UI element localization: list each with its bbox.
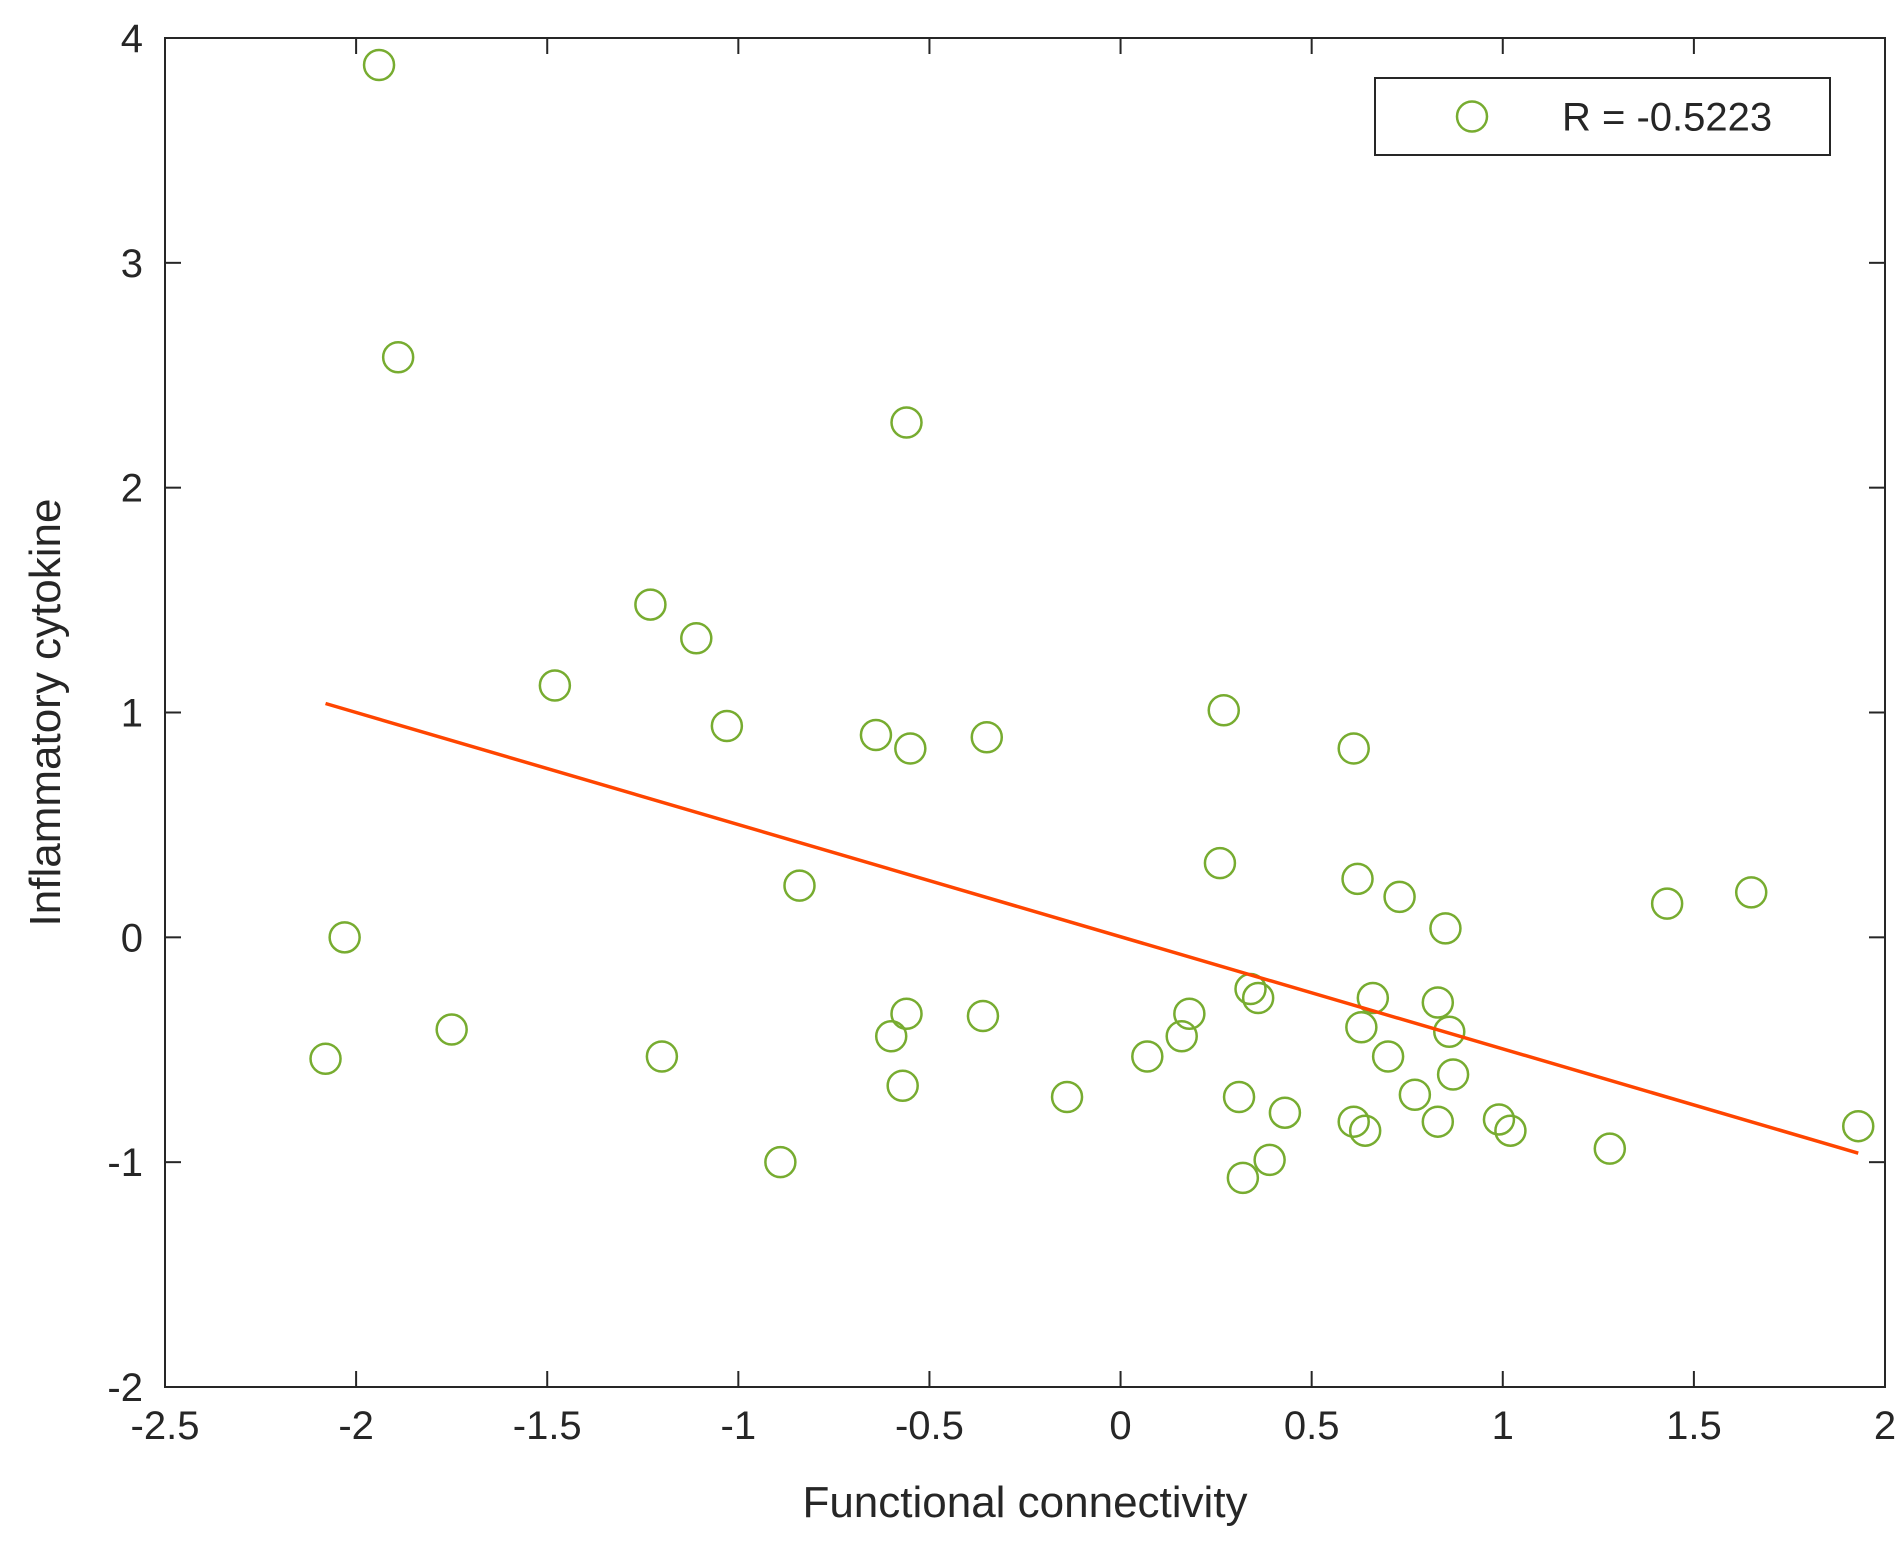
x-axis-label: Functional connectivity bbox=[802, 1478, 1247, 1527]
scatter-point bbox=[680, 622, 713, 655]
scatter-point bbox=[1222, 1080, 1256, 1114]
scatter-point bbox=[1734, 876, 1768, 909]
scatter-point bbox=[710, 709, 744, 743]
scatter-point bbox=[645, 1040, 679, 1073]
axis-ticks bbox=[164, 37, 1886, 1388]
scatter-point bbox=[1345, 1011, 1378, 1044]
scatter-point bbox=[1203, 846, 1237, 880]
scatter-point bbox=[634, 588, 667, 621]
legend-marker-circle bbox=[1455, 100, 1489, 133]
scatter-point bbox=[890, 997, 923, 1031]
x-tick-label: 2 bbox=[1874, 1404, 1895, 1448]
scatter-point bbox=[1371, 1040, 1405, 1073]
scatter-point bbox=[328, 921, 361, 954]
scatter-point bbox=[1421, 986, 1455, 1019]
scatter-point bbox=[1356, 981, 1390, 1015]
scatter-point bbox=[1268, 1096, 1302, 1129]
x-tick-label: 1.5 bbox=[1666, 1404, 1722, 1448]
y-tick-label: -2 bbox=[107, 1366, 143, 1410]
scatter-point bbox=[1436, 1058, 1470, 1091]
scatter-point bbox=[1131, 1040, 1164, 1073]
scatter-point bbox=[859, 718, 893, 752]
y-tick-label: 2 bbox=[121, 467, 143, 511]
scatter-point bbox=[890, 406, 923, 439]
x-tick-label: -1 bbox=[721, 1404, 757, 1448]
x-tick-label: -2 bbox=[338, 1404, 374, 1448]
y-tick-label: 0 bbox=[121, 916, 143, 960]
x-tick-label: 0 bbox=[1109, 1404, 1131, 1448]
y-tick-label: -1 bbox=[107, 1141, 143, 1185]
y-axis-label: Inflammatory cytokine bbox=[21, 499, 70, 927]
legend: R = -0.5223 bbox=[1374, 77, 1831, 156]
scatter-point bbox=[966, 999, 1000, 1033]
scatter-point bbox=[1429, 912, 1462, 945]
scatter-point bbox=[1494, 1114, 1527, 1147]
scatter-point bbox=[1482, 1103, 1516, 1136]
scatter-point bbox=[1650, 887, 1684, 920]
regression-line-layer bbox=[325, 701, 1859, 1155]
scatter-point bbox=[1165, 1020, 1198, 1053]
scatter-point bbox=[1253, 1143, 1286, 1177]
scatter-point bbox=[1337, 732, 1370, 765]
scatter-point bbox=[1383, 880, 1416, 914]
scatter-point bbox=[1207, 694, 1241, 727]
legend-entry-label: R = -0.5223 bbox=[1562, 96, 1772, 140]
x-tick-label: -2.5 bbox=[131, 1404, 200, 1448]
x-tick-label: 0.5 bbox=[1284, 1404, 1340, 1448]
scatter-point bbox=[362, 48, 396, 82]
x-tick-label: 1 bbox=[1492, 1404, 1514, 1448]
scatter-point bbox=[894, 732, 927, 765]
scatter-point bbox=[1337, 1105, 1370, 1138]
scatter-point bbox=[783, 869, 816, 902]
scatter-point bbox=[1226, 1161, 1260, 1195]
x-tick-label: -1.5 bbox=[513, 1404, 582, 1448]
scatter-point bbox=[309, 1042, 342, 1075]
scatter-point bbox=[1841, 1109, 1875, 1143]
scatter-point bbox=[1593, 1132, 1627, 1165]
scatter-point bbox=[435, 1013, 468, 1046]
scatter-point bbox=[1421, 1105, 1455, 1138]
regression-line bbox=[325, 701, 1859, 1155]
scatter-point bbox=[1050, 1080, 1084, 1114]
data-points bbox=[309, 48, 1875, 1195]
scatter-point bbox=[1398, 1078, 1432, 1111]
scatter-point bbox=[1173, 997, 1206, 1031]
y-tick-label: 4 bbox=[121, 17, 143, 61]
y-tick-label: 3 bbox=[121, 242, 143, 286]
x-tick-label: -0.5 bbox=[895, 1404, 964, 1448]
y-tick-label: 1 bbox=[121, 692, 143, 736]
legend-box bbox=[1374, 77, 1831, 156]
scatter-point bbox=[1241, 981, 1275, 1015]
scatter-point bbox=[970, 720, 1004, 754]
scatter-point bbox=[1348, 1114, 1382, 1147]
scatter-point bbox=[886, 1069, 919, 1102]
scatter-point bbox=[381, 341, 415, 374]
scatter-point bbox=[538, 669, 572, 702]
scatter-point bbox=[1341, 862, 1374, 896]
scatter-point bbox=[874, 1020, 908, 1053]
scatter-point bbox=[1433, 1015, 1466, 1049]
scatter-point bbox=[764, 1145, 797, 1179]
